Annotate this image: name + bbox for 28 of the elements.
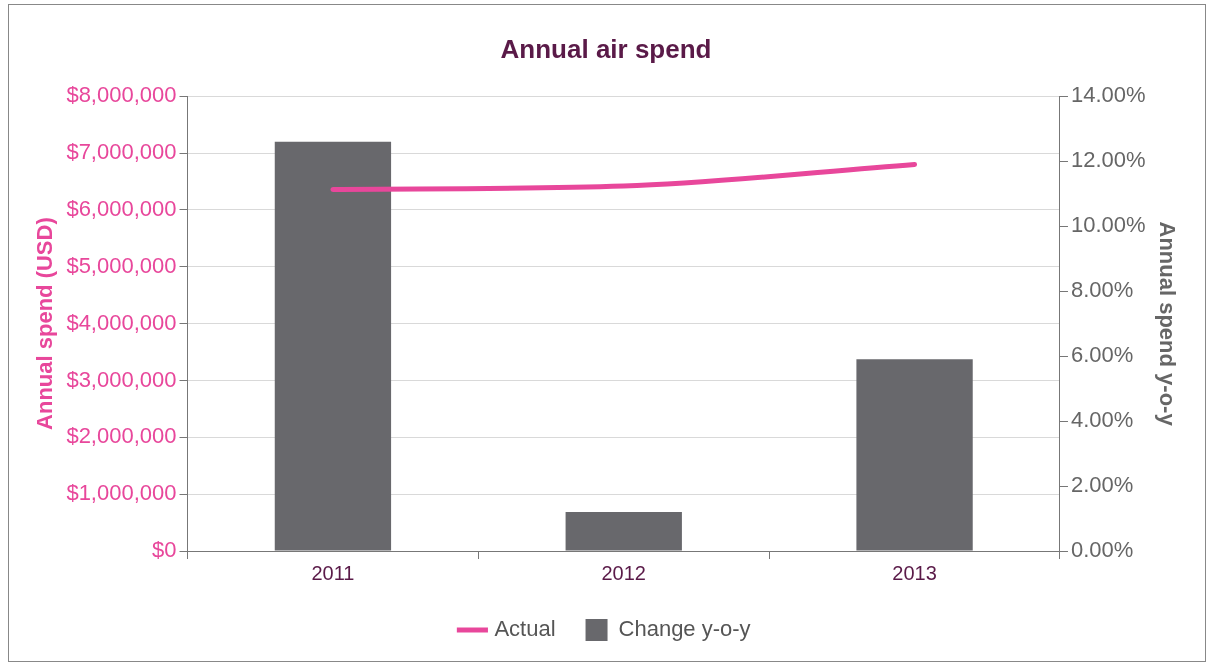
y2-tick-label: 10.00% [1070,212,1146,238]
y2-tick-label: 8.00% [1070,277,1134,303]
y-tick-label: $3,000,000 [66,366,177,392]
y-tick-label: $1,000,000 [66,480,177,506]
y2-tick-label: 14.00% [1070,82,1146,108]
y-tick-label: $4,000,000 [66,309,177,335]
x-tick-label: 2013 [892,561,937,584]
y-tick-label: $7,000,000 [66,139,177,165]
y2-axis-title: Annual spend y-o-y [1154,221,1180,427]
x-tick-label: 2012 [601,561,646,584]
bar [565,512,682,551]
y2-tick-label: 0.00% [1070,537,1134,563]
y-tick-label: $2,000,000 [66,423,177,449]
legend-label: Actual [494,616,556,642]
y2-tick-label: 6.00% [1070,342,1134,368]
chart-title: Annual air spend [500,33,712,64]
bar [856,359,973,551]
legend-label: Change y-o-y [618,616,751,642]
y-axis-title: Annual spend (USD) [32,217,58,430]
y-tick-label: $6,000,000 [66,195,177,221]
y-tick-label: $8,000,000 [66,82,177,108]
bar [274,141,392,551]
y2-tick-label: 12.00% [1070,147,1146,173]
y2-tick-label: 4.00% [1070,407,1134,433]
y-tick-label: $5,000,000 [66,252,177,278]
y-tick-label: $0 [152,537,177,563]
y2-tick-label: 2.00% [1070,472,1134,498]
x-tick-label: 2011 [311,561,355,584]
